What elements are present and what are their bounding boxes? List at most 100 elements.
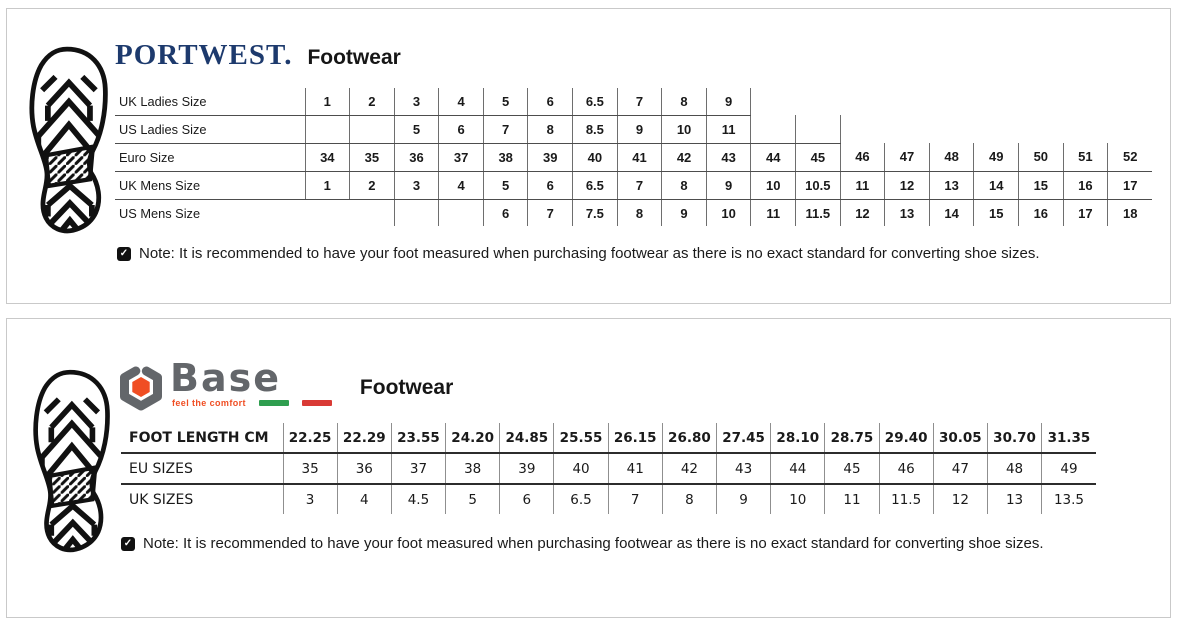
row-label: FOOT LENGTH CM [121, 423, 283, 454]
base-title: Footwear [359, 376, 454, 399]
no-cell [1108, 88, 1153, 115]
size-cell: 38 [482, 143, 528, 172]
no-cell [885, 88, 930, 115]
table-row: FOOT LENGTH CM 22.25 22.29 23.55 24.20 24.85 2… [121, 423, 1096, 454]
size-cell: 28.75 [824, 423, 880, 454]
size-cell: 6.5 [553, 484, 609, 514]
base-header: Base feel the comfort Footwear [117, 359, 454, 411]
check-icon: ✓ [121, 536, 135, 551]
size-cell: 25.55 [553, 423, 609, 454]
size-cell: 6 [527, 171, 573, 200]
no-cell [885, 115, 930, 143]
size-cell: 39 [527, 143, 573, 172]
row-label: UK SIZES [129, 491, 194, 508]
size-cell: 27.45 [715, 423, 771, 454]
size-cell: 8 [616, 199, 662, 227]
size-cell [795, 115, 841, 144]
base-tagline: feel the comfort [172, 398, 246, 409]
size-cell: 11 [705, 115, 751, 144]
size-cell: 30.70 [986, 423, 1042, 454]
size-cell: 11 [750, 199, 796, 227]
size-cell: 42 [661, 453, 717, 485]
size-cell: 10 [661, 115, 707, 144]
flag-red-bar [301, 400, 332, 407]
size-cell: 52 [1107, 143, 1153, 172]
no-cell [929, 88, 974, 115]
size-cell: 38 [445, 453, 500, 485]
size-cell [393, 199, 439, 227]
size-cell: 1 [304, 88, 350, 116]
size-cell: 2 [349, 88, 395, 116]
size-cell: 7 [527, 199, 573, 227]
no-cell [1063, 88, 1108, 115]
size-cell: 43 [705, 143, 751, 172]
no-cell [929, 115, 974, 143]
size-cell: 13.5 [1041, 484, 1096, 514]
table-row: UK Ladies Size 1 2 3 4 5 6 6.5 7 8 9 [115, 88, 1153, 116]
portwest-note: ✓ Note: It is recommended to have your f… [117, 245, 1039, 262]
table-row: EU SIZES 35 36 37 38 39 40 41 42 43 44 45 46 47 48 49 [121, 453, 1096, 485]
size-cell: 2 [349, 171, 395, 200]
row-label: Euro Size [115, 143, 305, 172]
size-cell [750, 115, 796, 144]
size-cell [349, 115, 395, 144]
size-cell: 40 [572, 143, 618, 172]
size-cell: 44 [750, 143, 796, 172]
size-cell: 43 [715, 453, 771, 485]
size-cell: 4 [438, 88, 484, 116]
size-cell: 47 [932, 453, 988, 485]
row-label: UK Mens Size [115, 171, 305, 200]
no-cell [1019, 88, 1064, 115]
size-cell: 39 [499, 453, 554, 485]
size-cell: 6 [527, 88, 573, 116]
size-cell: 9 [715, 484, 771, 514]
size-cell: 13 [928, 171, 974, 200]
row-label: US Mens Size [119, 205, 201, 221]
size-cell: 3 [282, 484, 338, 514]
size-cell: 13 [986, 484, 1042, 514]
size-cell: 10 [750, 171, 796, 200]
size-cell: 5 [445, 484, 500, 514]
size-cell: 41 [607, 453, 663, 485]
size-cell: 15 [1018, 171, 1064, 200]
no-cell [305, 199, 350, 226]
size-cell: 6 [438, 115, 484, 144]
size-cell: 37 [390, 453, 446, 485]
no-cell [796, 88, 841, 115]
no-cell [840, 88, 885, 115]
boot-print-icon [29, 46, 108, 234]
table-row: US Mens Size 6 7 7.5 8 9 10 11 11.5 12 13 14 15 16 17 1… [115, 199, 1153, 227]
size-cell: 11 [824, 484, 880, 514]
size-cell: 7.5 [572, 199, 618, 227]
size-cell: 46 [878, 453, 934, 485]
size-cell: 11.5 [878, 484, 934, 514]
size-cell: 16 [1062, 171, 1108, 200]
table-row: US Ladies Size 5 6 7 8 8.5 9 10 11 [115, 115, 1153, 144]
size-cell: 6 [499, 484, 554, 514]
size-cell: 9 [705, 171, 751, 200]
size-cell: 24.20 [445, 423, 500, 454]
size-cell: 30.05 [932, 423, 988, 454]
base-tagline-row: feel the comfort [172, 398, 332, 408]
size-cell: 14 [928, 199, 974, 227]
portwest-logo: PORTWEST. [115, 39, 293, 71]
size-cell: 7 [607, 484, 663, 514]
size-cell: 46 [839, 143, 885, 172]
no-cell [1108, 115, 1153, 143]
size-cell: 41 [616, 143, 662, 172]
no-cell [974, 115, 1019, 143]
size-cell: 13 [884, 199, 930, 227]
size-cell: 37 [438, 143, 484, 172]
base-note: ✓ Note: It is recommended to have your f… [121, 535, 1043, 552]
size-cell: 48 [986, 453, 1042, 485]
portwest-header: PORTWEST. Footwear [115, 41, 401, 70]
size-cell: 49 [973, 143, 1019, 172]
table-row: UK Mens Size 1 2 3 4 5 6 6.5 7 8 9 10 10.5 11 12 13 14 15… [115, 171, 1153, 200]
size-cell: 8 [661, 88, 707, 116]
row-label: EU SIZES [121, 453, 283, 485]
size-cell: 50 [1018, 143, 1064, 172]
flag-green-bar [258, 400, 289, 407]
size-cell: 45 [795, 143, 841, 172]
size-cell: 11 [839, 171, 885, 200]
row-label: UK Ladies Size [115, 88, 305, 116]
